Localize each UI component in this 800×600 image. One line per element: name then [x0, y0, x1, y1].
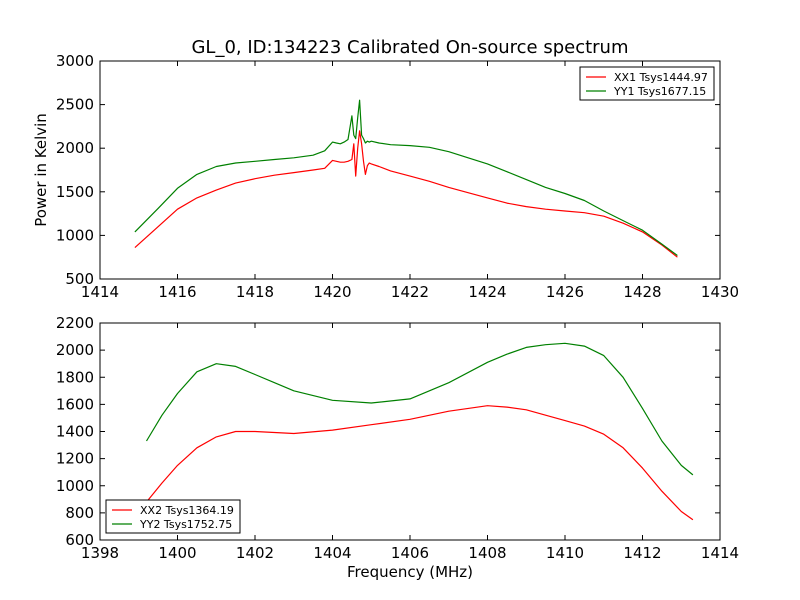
figure-title: GL_0, ID:134223 Calibrated On-source spe… — [191, 37, 628, 58]
series-line-yy — [145, 342, 694, 476]
y-tick-label: 1500 — [56, 183, 94, 201]
y-tick-label: 1000 — [56, 477, 94, 495]
y-tick-label: 2500 — [56, 96, 94, 114]
x-tick-label: 1418 — [236, 283, 274, 301]
x-tick-label: 1398 — [81, 544, 119, 562]
y-tick-label: 1400 — [56, 423, 94, 441]
legend-entry-label: XX1 Tsys1444.97 — [614, 71, 708, 84]
x-tick-label: 1412 — [623, 544, 661, 562]
x-tick-label: 1420 — [313, 283, 351, 301]
legend-box — [105, 499, 241, 534]
x-tick-label: 1430 — [701, 283, 739, 301]
legend-entry-label: YY2 Tsys1752.75 — [139, 518, 232, 531]
y-axis-label: Power in Kelvin — [32, 113, 50, 227]
legend-entry-label: XX2 Tsys1364.19 — [140, 504, 234, 517]
y-tick-label: 800 — [65, 504, 94, 522]
x-tick-label: 1410 — [546, 544, 584, 562]
x-tick-label: 1404 — [313, 544, 351, 562]
x-tick-label: 1428 — [623, 283, 661, 301]
x-tick-label: 1414 — [701, 544, 739, 562]
x-tick-label: 1426 — [546, 283, 584, 301]
y-tick-label: 1200 — [56, 450, 94, 468]
x-tick-label: 1414 — [81, 283, 119, 301]
x-tick-label: 1422 — [391, 283, 429, 301]
x-tick-label: 1406 — [391, 544, 429, 562]
y-tick-label: 2000 — [56, 341, 94, 359]
bottom-spectrum-panel: 1398 1400 1402 1404 1406 1408 1410 1412 1414 600 8… — [56, 314, 739, 581]
series-line-yy — [134, 99, 678, 256]
legend-entry-label: YY1 Tsys1677.15 — [613, 85, 706, 98]
y-tick-label: 2200 — [56, 314, 94, 332]
y-tick-label: 600 — [65, 531, 94, 549]
x-axis-label: Frequency (MHz) — [347, 563, 473, 581]
top-spectrum-panel: 1414 1416 1418 1420 1422 1424 1426 1428 1430 500 1… — [32, 52, 739, 301]
x-tick-label: 1424 — [468, 283, 506, 301]
x-tick-label: 1400 — [158, 544, 196, 562]
x-tick-label: 1402 — [236, 544, 274, 562]
y-tick-label: 500 — [65, 270, 94, 288]
y-tick-label: 1600 — [56, 395, 94, 413]
x-tick-label: 1408 — [468, 544, 506, 562]
series-line-xx — [134, 130, 678, 258]
y-tick-label: 3000 — [56, 52, 94, 70]
y-tick-label: 1000 — [56, 226, 94, 244]
y-tick-label: 2000 — [56, 139, 94, 157]
series-line-xx — [146, 405, 694, 521]
legend-box — [579, 66, 715, 101]
y-tick-label: 1800 — [56, 368, 94, 386]
x-tick-label: 1416 — [158, 283, 196, 301]
